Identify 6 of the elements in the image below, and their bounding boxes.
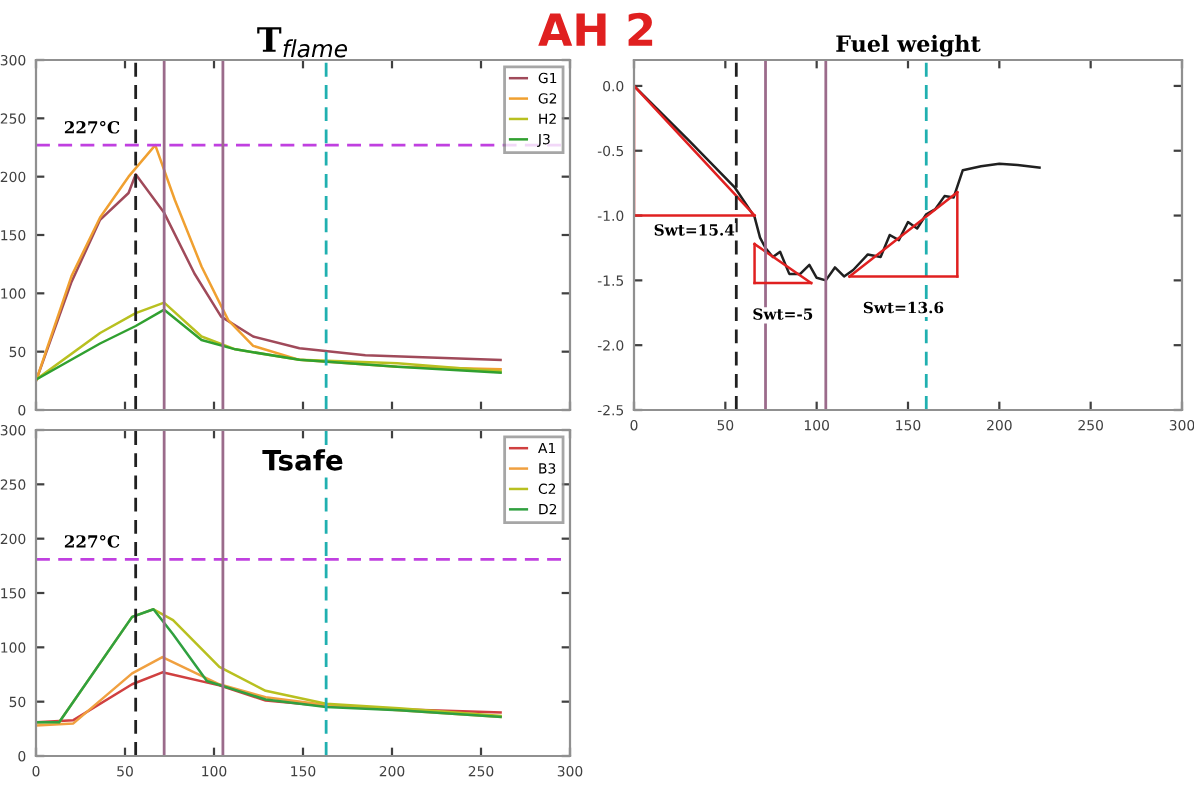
text: AH 2: [538, 12, 653, 46]
ref-line-label: 227°C: [64, 535, 120, 548]
chart-title: T$_{flame}$: [257, 27, 347, 58]
ref-line-label: 227°C: [64, 120, 120, 134]
text: Tsafe: [262, 449, 343, 471]
chart-title: Fuel weight: [836, 34, 981, 57]
